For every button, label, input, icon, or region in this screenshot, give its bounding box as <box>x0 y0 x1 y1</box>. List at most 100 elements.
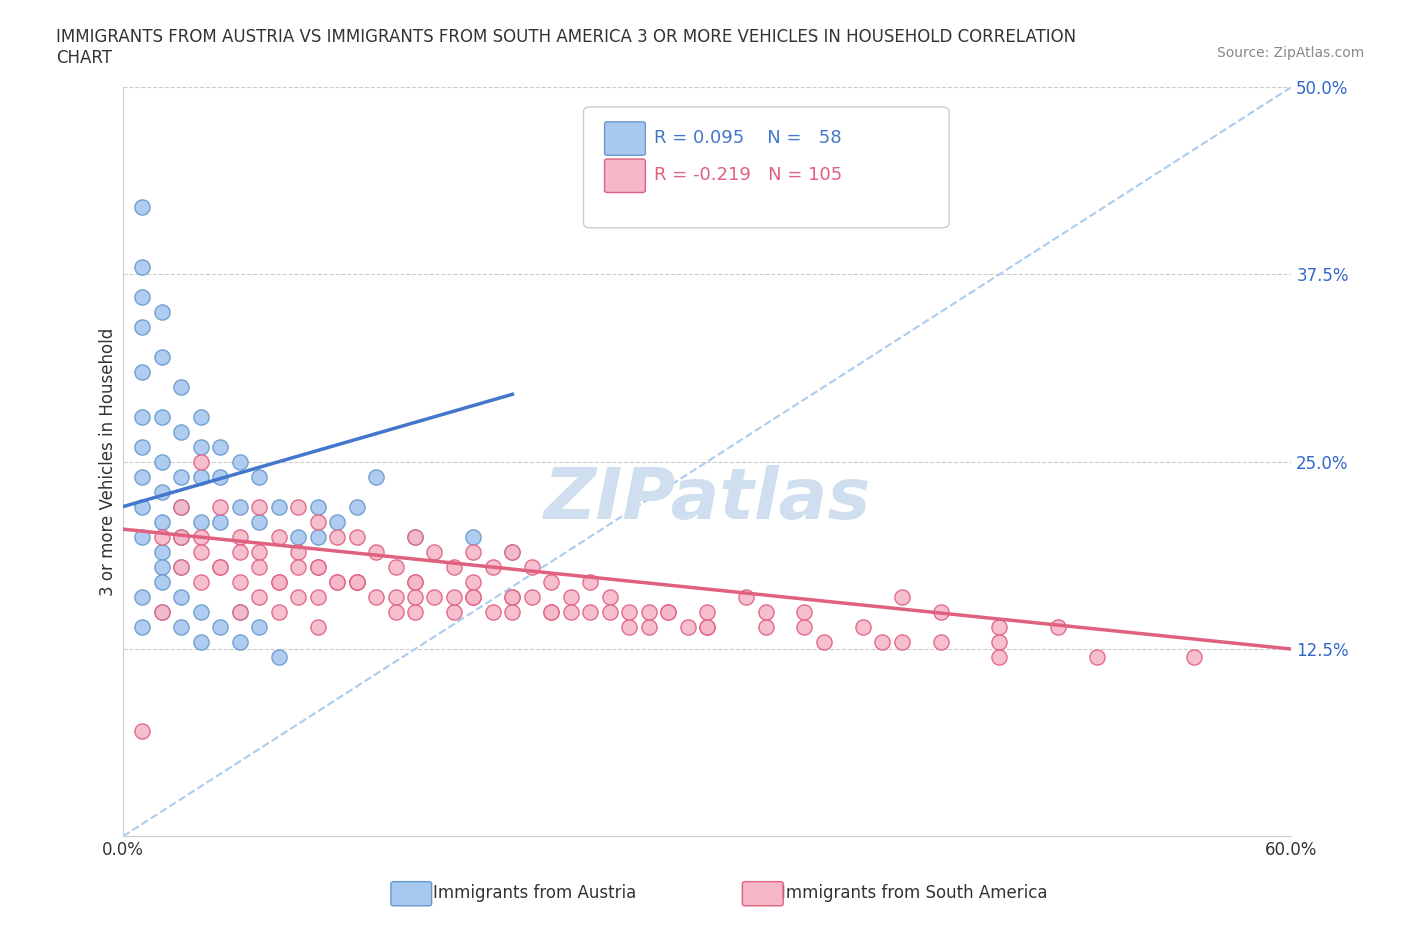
Point <box>170 559 193 574</box>
Point <box>131 439 153 454</box>
Point <box>384 604 406 619</box>
Point <box>307 589 329 604</box>
Point <box>229 634 252 649</box>
Point <box>170 499 193 514</box>
Point <box>443 589 465 604</box>
Point <box>209 499 232 514</box>
Point <box>657 604 679 619</box>
Point <box>131 529 153 544</box>
Point <box>229 574 252 589</box>
Point <box>229 529 252 544</box>
Point <box>1182 649 1205 664</box>
Point <box>229 454 252 469</box>
Point <box>150 604 173 619</box>
Point <box>1085 649 1108 664</box>
Point <box>520 589 543 604</box>
Text: Source: ZipAtlas.com: Source: ZipAtlas.com <box>1216 46 1364 60</box>
Point <box>540 604 562 619</box>
Point <box>287 529 309 544</box>
Point <box>150 514 173 529</box>
Point <box>190 529 212 544</box>
Point <box>209 559 232 574</box>
Point <box>131 619 153 634</box>
Point <box>190 439 212 454</box>
Text: IMMIGRANTS FROM AUSTRIA VS IMMIGRANTS FROM SOUTH AMERICA 3 OR MORE VEHICLES IN H: IMMIGRANTS FROM AUSTRIA VS IMMIGRANTS FR… <box>56 28 1077 67</box>
Point <box>520 559 543 574</box>
Point <box>423 544 446 559</box>
Point <box>560 604 582 619</box>
Point <box>150 454 173 469</box>
Point <box>150 574 173 589</box>
Point <box>1046 619 1069 634</box>
Point <box>890 634 912 649</box>
Point <box>988 649 1011 664</box>
Point <box>150 559 173 574</box>
Point <box>443 559 465 574</box>
Point <box>501 589 523 604</box>
Point <box>890 589 912 604</box>
Point <box>131 409 153 424</box>
Point <box>229 544 252 559</box>
Point <box>579 604 602 619</box>
Point <box>482 559 505 574</box>
Point <box>247 514 270 529</box>
Point <box>346 574 368 589</box>
Text: R = 0.095    N =   58: R = 0.095 N = 58 <box>654 128 841 147</box>
Point <box>209 559 232 574</box>
Point <box>229 604 252 619</box>
Point <box>619 604 641 619</box>
Y-axis label: 3 or more Vehicles in Household: 3 or more Vehicles in Household <box>100 327 117 596</box>
Point <box>326 574 349 589</box>
Point <box>346 529 368 544</box>
Point <box>463 529 485 544</box>
Point <box>190 574 212 589</box>
Point <box>384 559 406 574</box>
Point <box>150 529 173 544</box>
Point <box>170 379 193 394</box>
Point <box>599 604 621 619</box>
Point <box>170 529 193 544</box>
Point <box>287 559 309 574</box>
Point <box>364 544 387 559</box>
Point <box>229 499 252 514</box>
Point <box>384 589 406 604</box>
Point <box>326 514 349 529</box>
Point <box>364 470 387 485</box>
Point <box>404 589 426 604</box>
Point <box>170 470 193 485</box>
Point <box>482 604 505 619</box>
Point <box>540 574 562 589</box>
Point <box>150 544 173 559</box>
Point <box>209 439 232 454</box>
Point <box>540 604 562 619</box>
Point <box>735 589 758 604</box>
Text: Immigrants from Austria: Immigrants from Austria <box>433 884 636 902</box>
Point <box>190 634 212 649</box>
Point <box>443 604 465 619</box>
Point <box>852 619 875 634</box>
Point <box>131 724 153 739</box>
Point <box>346 574 368 589</box>
Point <box>267 574 290 589</box>
Point <box>463 544 485 559</box>
Point <box>131 289 153 304</box>
Point <box>150 604 173 619</box>
Point <box>247 619 270 634</box>
Point <box>599 589 621 604</box>
Text: ZIPatlas: ZIPatlas <box>544 465 870 534</box>
Point <box>307 559 329 574</box>
Point <box>170 559 193 574</box>
Point <box>423 589 446 604</box>
Point <box>463 574 485 589</box>
Point <box>929 604 952 619</box>
Point <box>872 634 894 649</box>
Point <box>170 529 193 544</box>
Point <box>637 619 659 634</box>
Point <box>501 544 523 559</box>
Point <box>229 604 252 619</box>
Point <box>793 604 815 619</box>
Point <box>346 499 368 514</box>
Point <box>131 200 153 215</box>
Point <box>676 619 699 634</box>
Point <box>404 529 426 544</box>
